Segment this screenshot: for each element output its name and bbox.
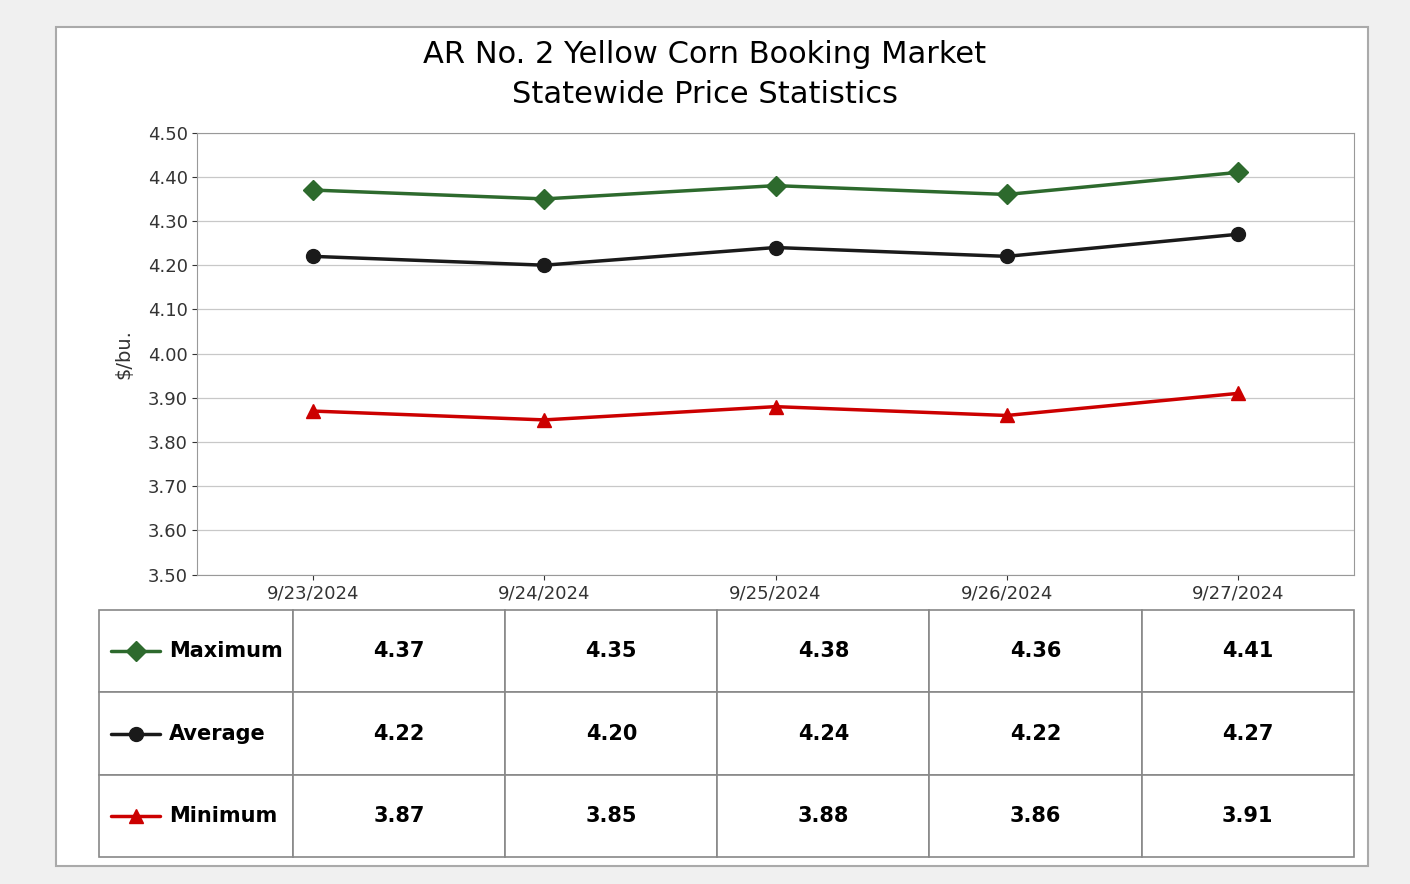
Average [998, 251, 1015, 262]
Minimum [1230, 388, 1246, 399]
Average [1230, 229, 1246, 240]
Maximum [305, 185, 321, 195]
Text: Average: Average [169, 724, 265, 743]
Text: 4.22: 4.22 [1010, 724, 1062, 743]
Minimum [998, 410, 1015, 421]
Minimum [536, 415, 553, 425]
Text: 4.35: 4.35 [585, 641, 637, 661]
Text: 3.85: 3.85 [585, 806, 637, 827]
Text: 3.87: 3.87 [374, 806, 424, 827]
Maximum [1230, 167, 1246, 178]
Minimum [767, 401, 784, 412]
Text: 4.37: 4.37 [374, 641, 424, 661]
Text: Statewide Price Statistics: Statewide Price Statistics [512, 80, 898, 109]
Maximum [767, 180, 784, 191]
Text: 4.24: 4.24 [798, 724, 849, 743]
Line: Maximum: Maximum [306, 165, 1245, 206]
Text: 4.27: 4.27 [1222, 724, 1273, 743]
Text: 4.41: 4.41 [1222, 641, 1273, 661]
Text: 4.38: 4.38 [798, 641, 849, 661]
Text: 4.22: 4.22 [374, 724, 424, 743]
Maximum [998, 189, 1015, 200]
Average [767, 242, 784, 253]
Text: Maximum: Maximum [169, 641, 282, 661]
Text: AR No. 2 Yellow Corn Booking Market: AR No. 2 Yellow Corn Booking Market [423, 40, 987, 69]
Average [305, 251, 321, 262]
Average [536, 260, 553, 271]
Text: 3.86: 3.86 [1010, 806, 1062, 827]
Line: Minimum: Minimum [306, 386, 1245, 427]
Text: 3.88: 3.88 [798, 806, 849, 827]
Text: 4.20: 4.20 [585, 724, 637, 743]
Text: 3.91: 3.91 [1222, 806, 1273, 827]
Line: Average: Average [306, 227, 1245, 272]
Maximum [536, 194, 553, 204]
Text: Minimum: Minimum [169, 806, 278, 827]
Text: 4.36: 4.36 [1010, 641, 1062, 661]
Y-axis label: $/bu.: $/bu. [114, 329, 134, 378]
Minimum [305, 406, 321, 416]
